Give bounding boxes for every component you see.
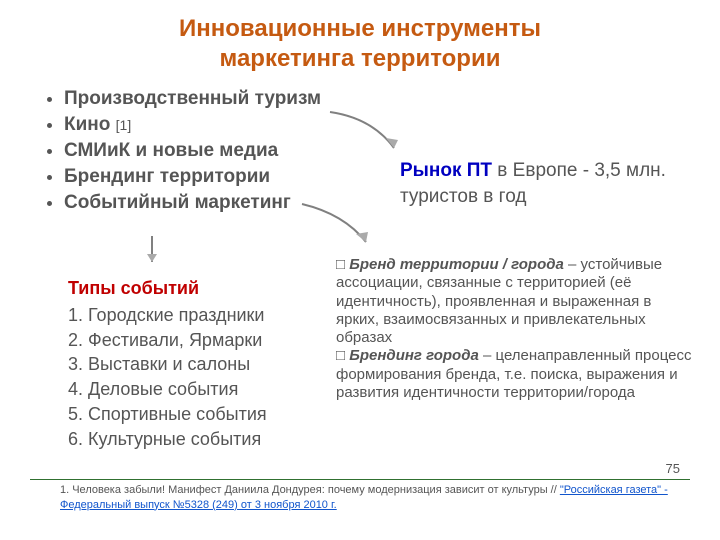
rynok-text: Рынок ПТ в Европе - 3,5 млн. туристов в … [400,158,690,209]
arrow-to-rynok [324,106,410,164]
bullet-ref: [1] [116,117,132,133]
title-line-1: Инновационные инструменты [179,15,541,42]
event-item: 3. Выставки и салоны [68,352,328,377]
event-item: 6. Культурные события [68,427,328,452]
event-item: 2. Фестивали, Ярмарки [68,328,328,353]
event-item: 5. Спортивные события [68,402,328,427]
event-item: 4. Деловые события [68,377,328,402]
def-term-1: Бренд территории / города [349,256,564,273]
events-title: Типы событий [68,276,328,301]
arrow-to-defs [296,198,382,256]
divider-line [30,479,690,480]
def-box: □ [336,256,349,273]
arrow-to-events [140,232,164,276]
footnote: 1. Человека забыли! Манифест Даниила Дон… [60,483,680,512]
def-box: □ [336,347,349,364]
definitions-block: □ Бренд территории / города – устойчивые… [336,256,694,402]
footnote-text: 1. Человека забыли! Манифест Даниила Дон… [60,484,560,496]
slide-title: Инновационные инструменты маркетинга тер… [36,14,684,74]
rynok-label: Рынок ПТ [400,160,492,181]
page-number: 75 [666,461,680,476]
events-block: Типы событий 1. Городские праздники 2. Ф… [68,276,328,452]
def-term-2: Брендинг города [349,347,479,364]
event-item: 1. Городские праздники [68,303,328,328]
slide: Инновационные инструменты маркетинга тер… [0,0,720,540]
title-line-2: маркетинга территории [220,45,501,72]
